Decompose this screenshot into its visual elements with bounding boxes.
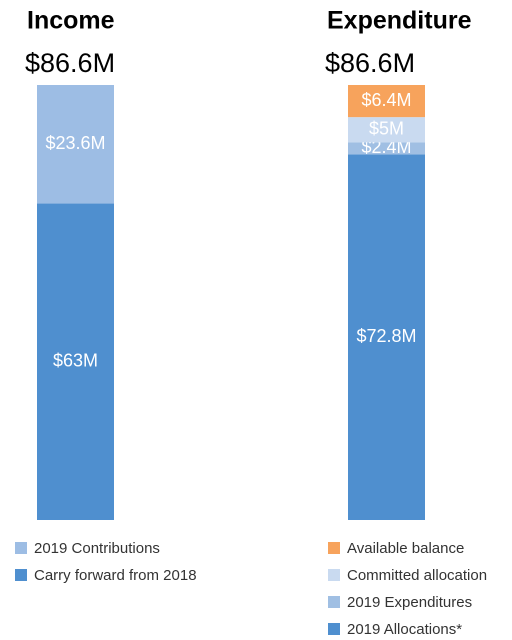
value-label: $63M — [53, 351, 98, 371]
legend-swatch — [328, 569, 340, 581]
value-label: $72.8M — [356, 326, 416, 346]
bar-segment — [348, 154, 425, 520]
legend-label: Carry forward from 2018 — [34, 567, 197, 584]
chart-title: Expenditure — [327, 7, 472, 35]
legend-swatch — [15, 569, 27, 581]
legend-swatch — [328, 596, 340, 608]
chart-subtitle: $86.6M — [25, 48, 115, 78]
legend-swatch — [328, 542, 340, 554]
chart-title: Income — [27, 7, 115, 35]
chart-subtitle: $86.6M — [325, 48, 415, 78]
value-label: $23.6M — [45, 133, 105, 153]
bar-segment — [348, 85, 425, 118]
legend-label: 2019 Contributions — [34, 540, 160, 557]
legend-label: 2019 Expenditures — [347, 594, 472, 611]
value-label: $6.4M — [361, 90, 411, 110]
legend-swatch — [15, 542, 27, 554]
value-label: $5M — [369, 118, 404, 138]
bar-segment — [348, 117, 425, 143]
bar-segment — [37, 203, 114, 520]
legend-label: Available balance — [347, 540, 464, 557]
legend-label: 2019 Allocations* — [347, 621, 462, 638]
bar-segment — [37, 85, 114, 204]
bar-segment — [348, 142, 425, 155]
legend-label: Committed allocation — [347, 567, 487, 584]
legend-swatch — [328, 623, 340, 635]
